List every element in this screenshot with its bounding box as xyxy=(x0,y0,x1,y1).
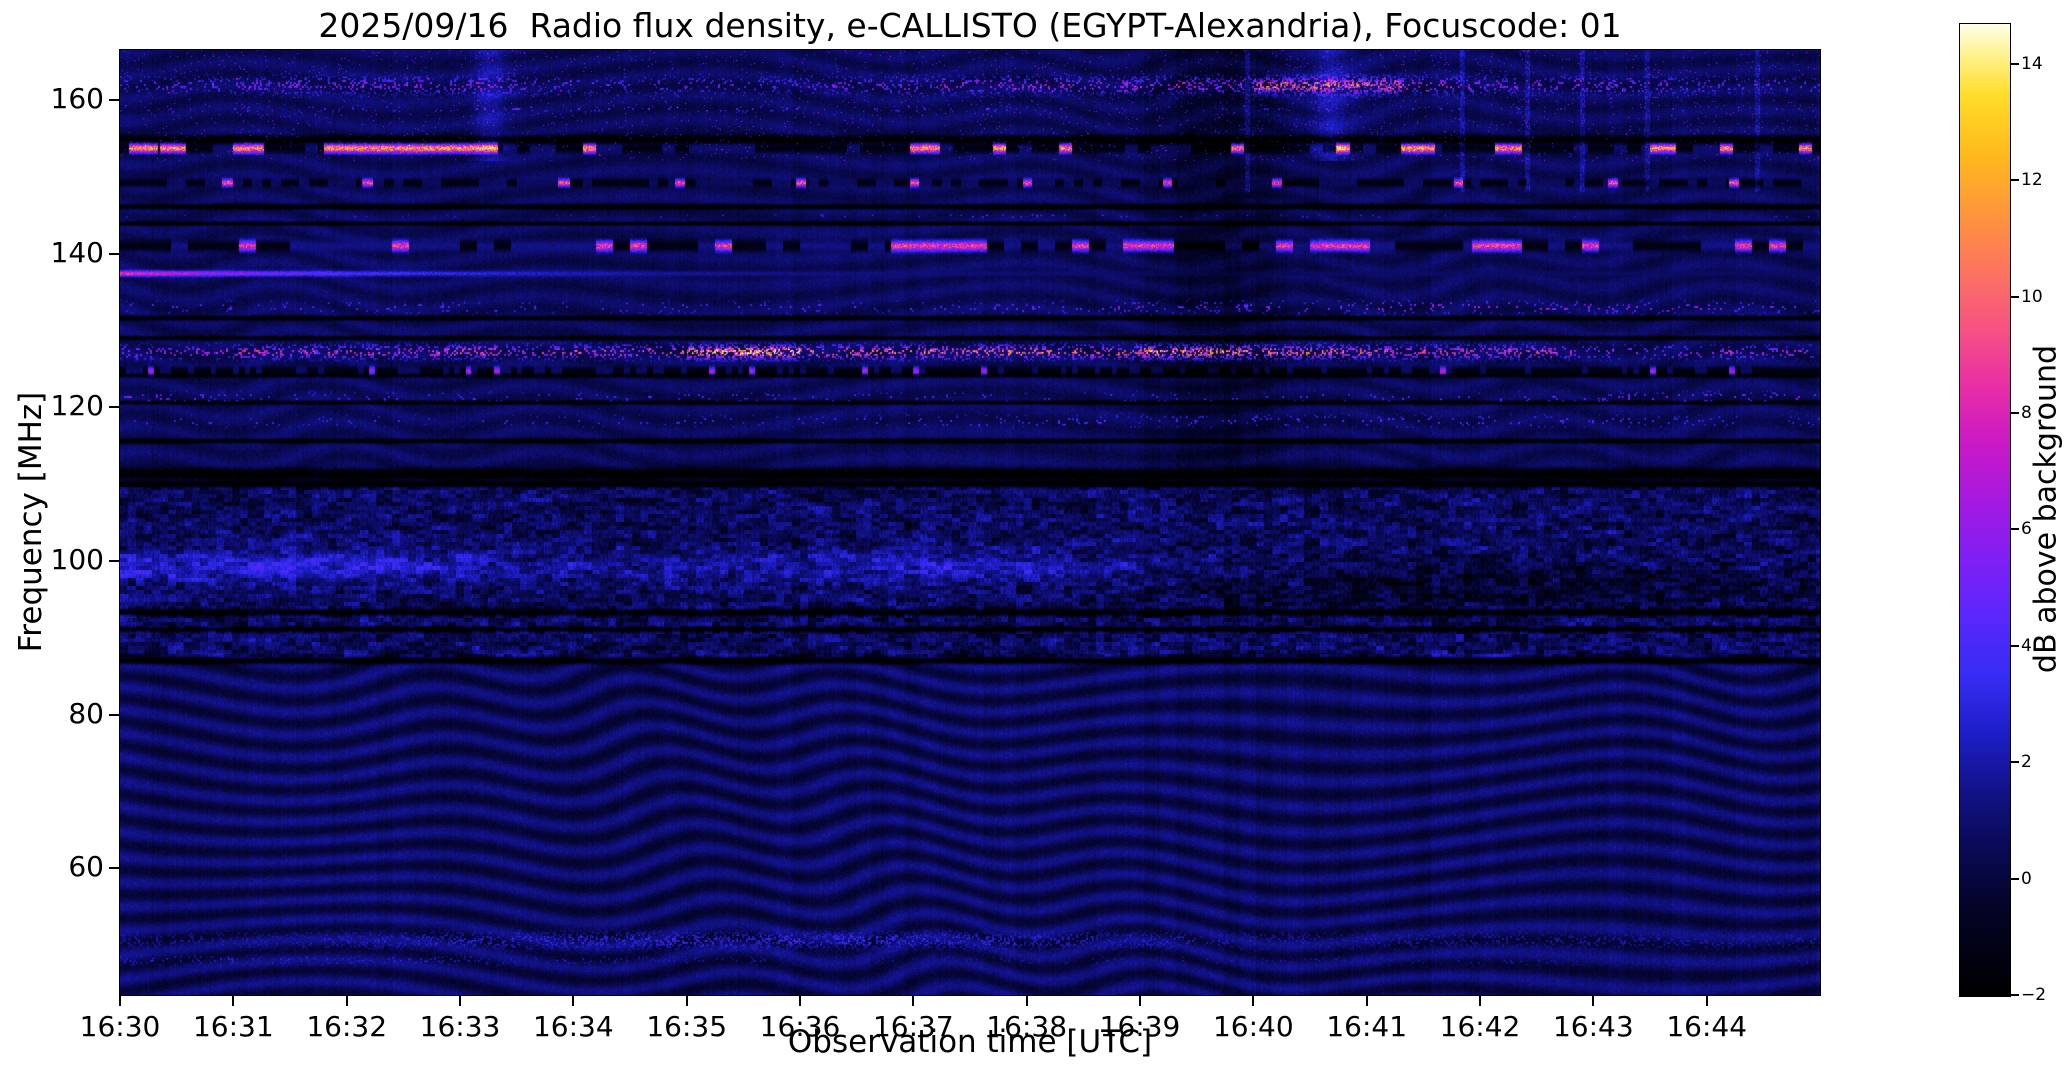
colorbar-tick-label: 14 xyxy=(2021,53,2043,74)
x-tick-mark xyxy=(1252,996,1255,1006)
colorbar-label: dB above background xyxy=(2028,344,2064,674)
y-tick-label: 140 xyxy=(50,235,104,269)
x-tick-mark xyxy=(1025,996,1028,1006)
colorbar xyxy=(1959,23,2011,997)
colorbar-tick-label: 12 xyxy=(2021,170,2043,191)
x-tick-label: 16:38 xyxy=(986,1010,1068,1043)
x-tick-mark xyxy=(799,996,801,1006)
x-tick-label: 16:35 xyxy=(646,1010,728,1043)
y-tick-mark xyxy=(109,867,119,870)
colorbar-tick-mark xyxy=(2011,877,2019,880)
colorbar-tick-mark xyxy=(2011,528,2019,531)
x-tick-label: 16:40 xyxy=(1212,1010,1294,1043)
x-tick-label: 16:30 xyxy=(79,1010,161,1043)
y-tick-mark xyxy=(109,559,119,562)
y-tick-label: 80 xyxy=(68,696,104,730)
x-tick-mark xyxy=(459,996,461,1006)
colorbar-tick-label: −2 xyxy=(2021,985,2047,1005)
x-tick-mark xyxy=(1365,996,1368,1006)
colorbar-tick-label: 8 xyxy=(2021,403,2032,423)
x-tick-mark xyxy=(345,996,348,1006)
x-tick-label: 16:33 xyxy=(419,1010,501,1043)
x-tick-mark xyxy=(119,996,121,1006)
x-tick-mark xyxy=(1592,996,1595,1006)
x-tick-label: 16:31 xyxy=(192,1010,274,1043)
x-tick-label: 16:42 xyxy=(1439,1010,1521,1043)
y-tick-label: 100 xyxy=(50,543,104,577)
colorbar-tick-mark xyxy=(2011,179,2019,182)
y-tick-label: 160 xyxy=(50,82,104,116)
y-tick-mark xyxy=(109,406,119,409)
x-tick-label: 16:43 xyxy=(1552,1010,1634,1043)
colorbar-tick-label: 6 xyxy=(2021,519,2032,540)
y-tick-mark xyxy=(109,98,119,101)
y-tick-label: 60 xyxy=(68,850,104,884)
y-tick-label: 120 xyxy=(50,389,104,423)
chart-title: 2025/09/16 Radio flux density, e-CALLIST… xyxy=(318,6,1622,45)
y-tick-mark xyxy=(109,252,119,255)
x-tick-mark xyxy=(912,996,915,1006)
x-tick-mark xyxy=(232,996,235,1006)
colorbar-tick-mark xyxy=(2011,62,2019,65)
colorbar-tick-label: 0 xyxy=(2021,868,2032,889)
colorbar-tick-mark xyxy=(2011,412,2019,414)
x-tick-label: 16:39 xyxy=(1099,1010,1181,1043)
colorbar-tick-label: 4 xyxy=(2021,635,2032,656)
x-tick-mark xyxy=(1705,996,1708,1006)
x-tick-label: 16:32 xyxy=(306,1010,388,1043)
colorbar-tick-label: 10 xyxy=(2021,286,2043,307)
x-axis-label: Observation time [UTC] xyxy=(787,1024,1153,1060)
x-tick-mark xyxy=(1479,996,1481,1006)
x-tick-label: 16:41 xyxy=(1326,1010,1408,1043)
colorbar-tick-mark xyxy=(2011,644,2019,647)
y-tick-mark xyxy=(109,713,119,716)
colorbar-tick-mark xyxy=(2011,295,2019,298)
x-tick-mark xyxy=(572,996,575,1006)
x-tick-label: 16:37 xyxy=(872,1010,954,1043)
x-tick-label: 16:34 xyxy=(532,1010,614,1043)
colorbar-tick-mark xyxy=(2011,761,2019,764)
y-axis-label: Frequency [MHz] xyxy=(13,391,49,653)
x-tick-label: 16:44 xyxy=(1666,1010,1748,1043)
colorbar-tick-label: 2 xyxy=(2021,752,2032,773)
x-tick-label: 16:36 xyxy=(759,1010,841,1043)
x-tick-mark xyxy=(1139,996,1141,1006)
x-tick-mark xyxy=(685,996,688,1006)
colorbar-tick-mark xyxy=(2011,994,2019,996)
spectrogram-canvas xyxy=(119,49,1821,996)
